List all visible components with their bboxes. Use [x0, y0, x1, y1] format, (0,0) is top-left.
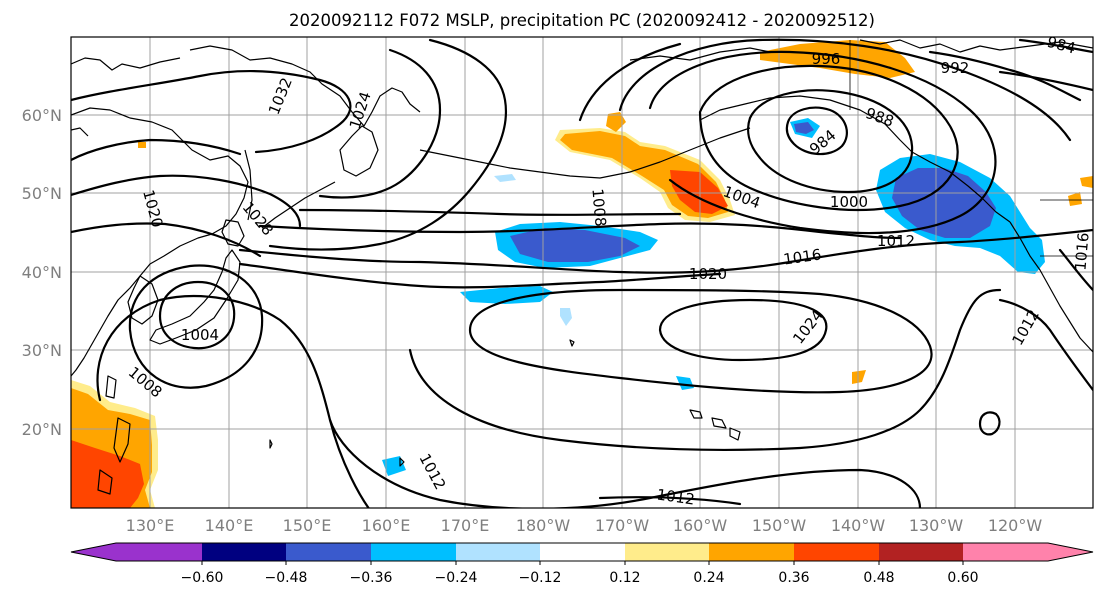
colorbar-segment: [963, 543, 1048, 561]
isobars: [71, 38, 1093, 508]
colorbar-segment: [625, 543, 709, 561]
lat-label: 30°N: [22, 341, 62, 360]
lat-label: 60°N: [22, 106, 62, 125]
lon-label: 160°E: [362, 516, 411, 535]
colorbar-tick-label: −0.60: [181, 570, 224, 586]
colorbar-tick-label: 0.24: [693, 570, 724, 586]
colorbar-min-extension: [71, 543, 116, 561]
map-frame: [70, 36, 1094, 509]
lon-label: 180°W: [516, 516, 571, 535]
isobar-label: 996: [812, 50, 841, 68]
colorbar-tick-label: 0.60: [947, 570, 978, 586]
isobar-label: 1020: [689, 265, 727, 283]
colorbar-segment: [540, 543, 625, 561]
lon-label: 170°W: [595, 516, 650, 535]
colorbar-tick-label: 0.12: [609, 570, 640, 586]
colorbar-tick-label: 0.48: [863, 570, 894, 586]
lon-label: 160°W: [673, 516, 728, 535]
lon-label: 130°W: [909, 516, 964, 535]
isobar-label: 1008: [588, 188, 609, 228]
isobar-label: 992: [941, 59, 970, 77]
isobar-label: 1016: [1071, 232, 1092, 272]
colorbar-segment: [286, 543, 371, 561]
isobar-label: 1016: [782, 245, 822, 268]
colorbar-segment: [371, 543, 456, 561]
lon-label: 150°E: [283, 516, 332, 535]
coastlines: [71, 39, 1093, 495]
lon-label: 130°E: [126, 516, 175, 535]
colorbar-segment: [202, 543, 286, 561]
lon-label: 170°E: [441, 516, 490, 535]
figure-title: 2020092112 F072 MSLP, precipitation PC (…: [289, 11, 875, 30]
colorbar-segment: [116, 543, 202, 561]
precip-shading: [71, 40, 1093, 508]
lon-label: 150°W: [752, 516, 807, 535]
isobar-label: 1012: [877, 232, 915, 250]
lat-label: 20°N: [22, 420, 62, 439]
colorbar-tick-label: −0.12: [519, 570, 562, 586]
lat-label: 40°N: [22, 263, 62, 282]
lon-label: 140°W: [831, 516, 886, 535]
colorbar-tick-label: −0.48: [265, 570, 308, 586]
latitude-labels: 60°N 50°N 40°N 30°N 20°N: [22, 106, 62, 439]
colorbar-max-extension: [1048, 543, 1093, 561]
colorbar-segment: [879, 543, 963, 561]
lat-label: 50°N: [22, 184, 62, 203]
colorbar-segment: [456, 543, 540, 561]
isobar-label: 1004: [181, 326, 219, 344]
colorbar-tick-label: −0.36: [350, 570, 393, 586]
isobar-label: 1000: [830, 193, 868, 211]
isobar-label: 1012: [656, 485, 696, 508]
longitude-labels: 130°E 140°E 150°E 160°E 170°E 180°W 170°…: [126, 516, 1043, 535]
colorbar-segment: [709, 543, 794, 561]
colorbar-segment: [794, 543, 879, 561]
lon-label: 140°E: [205, 516, 254, 535]
lon-label: 120°W: [988, 516, 1043, 535]
colorbar-tick-label: 0.36: [778, 570, 809, 586]
colorbar-tick-label: −0.24: [435, 570, 478, 586]
colorbar: −0.60 −0.48 −0.36 −0.24 −0.12 0.12 0.24 …: [70, 542, 1094, 586]
